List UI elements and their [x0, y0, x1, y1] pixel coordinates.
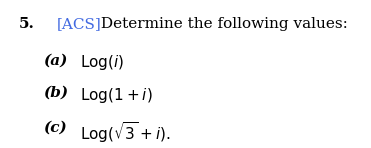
Text: $\mathrm{Log}(\sqrt{3} + i).$: $\mathrm{Log}(\sqrt{3} + i).$	[79, 120, 170, 145]
Text: (c): (c)	[43, 120, 67, 134]
Text: (b): (b)	[43, 86, 68, 99]
Text: 5.: 5.	[19, 17, 35, 31]
Text: $\mathrm{Log}(i)$: $\mathrm{Log}(i)$	[79, 53, 124, 72]
Text: [ACS]: [ACS]	[57, 17, 102, 31]
Text: Determine the following values:: Determine the following values:	[95, 17, 347, 31]
Text: (a): (a)	[43, 53, 67, 67]
Text: $\mathrm{Log}(1 + i)$: $\mathrm{Log}(1 + i)$	[79, 86, 152, 104]
